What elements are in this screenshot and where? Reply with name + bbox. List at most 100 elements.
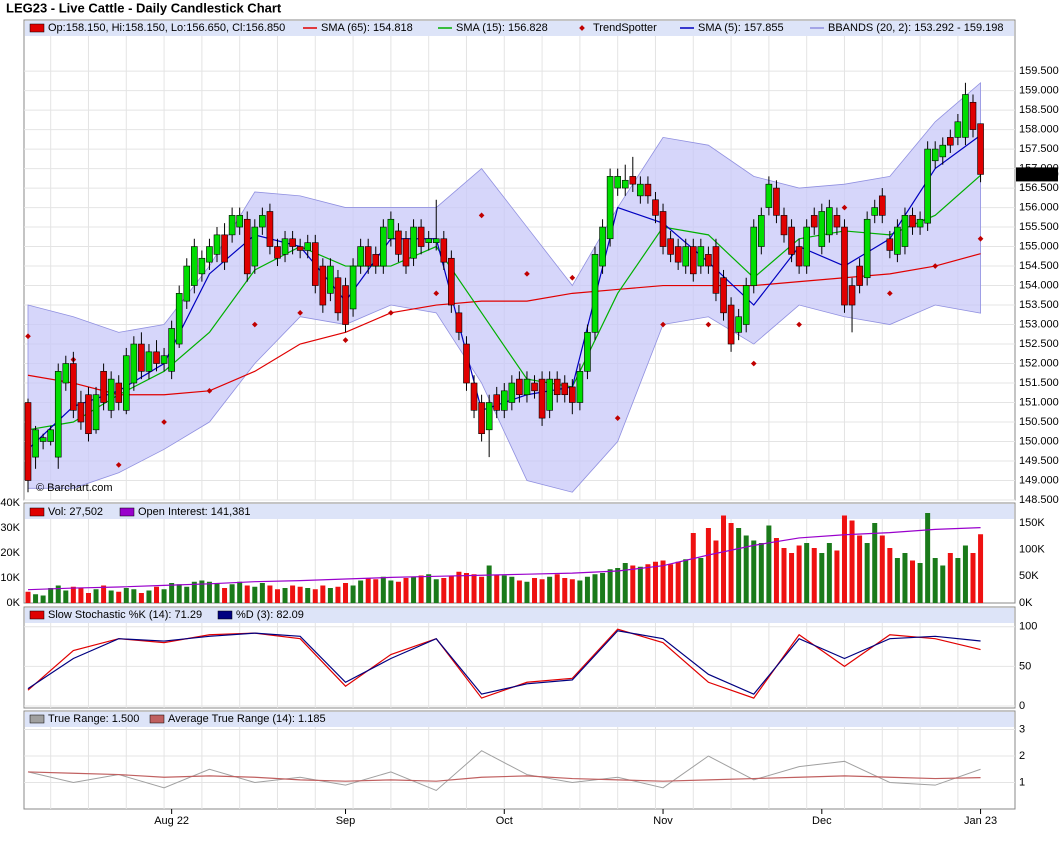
y-tick-label: 157.500: [1019, 143, 1059, 155]
trendspotter-dot: [342, 337, 349, 343]
candle-body: [198, 257, 206, 275]
trendspotter-dot: [569, 274, 576, 281]
candle-body: [39, 437, 47, 442]
volume-bar: [539, 579, 545, 603]
volume-bar: [819, 553, 825, 603]
volume-bar: [335, 586, 341, 603]
candle-body: [160, 355, 168, 364]
candle-body: [531, 382, 538, 392]
candle-body: [221, 234, 228, 263]
candle-body: [689, 246, 697, 275]
y-tick-label: 10K: [0, 572, 20, 584]
volume-bar: [274, 589, 280, 603]
volume-bar: [199, 580, 205, 603]
candle-body: [780, 215, 788, 236]
volume-bar: [426, 574, 432, 603]
line: [27, 771, 981, 782]
candle-body: [387, 218, 395, 240]
candle-body: [206, 246, 213, 263]
candle-body: [659, 211, 667, 247]
y-tick-label: 20K: [0, 547, 20, 559]
legend-bar: [25, 608, 1014, 623]
volume-bar: [970, 553, 976, 603]
candle-body: [274, 246, 281, 259]
candle-body: [213, 234, 221, 255]
volume-bar: [486, 565, 492, 603]
volume-bar: [395, 581, 401, 603]
candle-body: [130, 343, 138, 384]
candle-body: [546, 378, 553, 411]
candle-body: [236, 215, 243, 228]
legend-label: BBANDS (20, 2): 153.292 - 159.198: [828, 22, 1004, 34]
volume-bar: [766, 525, 772, 603]
y-tick-label: 40K: [0, 497, 20, 509]
trendspotter-dot: [796, 321, 802, 328]
candle-body: [916, 218, 924, 228]
volume-bar: [229, 584, 235, 603]
legend-swatch: [579, 25, 585, 31]
volume-bar: [668, 564, 674, 603]
candle-body: [327, 265, 334, 294]
y-tick-label: 149.500: [1019, 455, 1059, 467]
candle-body: [742, 285, 750, 325]
candle-body: [251, 226, 259, 267]
watermark: © Barchart.com: [36, 482, 113, 494]
volume-bar: [365, 578, 371, 603]
volume-bar: [872, 523, 878, 603]
y-tick-label: 158.500: [1019, 104, 1059, 116]
candle-body: [145, 351, 153, 372]
bbands-area: [27, 81, 981, 493]
volume-bar: [418, 575, 424, 603]
candle-body: [629, 176, 637, 185]
volume-bar: [600, 573, 606, 603]
trendspotter-dot: [388, 310, 394, 316]
trendspotter-dot: [932, 263, 939, 269]
legend-swatch: [217, 610, 233, 620]
candle-body: [803, 226, 810, 267]
candle-body: [32, 429, 39, 458]
volume-bar: [146, 590, 152, 603]
y-tick-label: 50: [1019, 660, 1031, 672]
candle-body: [47, 429, 54, 442]
volume-bar: [675, 561, 681, 603]
volume-bar: [925, 513, 931, 603]
volume-bar: [448, 575, 454, 603]
candle-body: [697, 246, 705, 267]
candle-body: [364, 246, 372, 267]
panel: [23, 606, 1016, 709]
volume-bar: [879, 535, 885, 603]
candle-body: [304, 242, 312, 251]
candle-body: [380, 226, 387, 267]
volume-bar: [494, 575, 500, 603]
volume-bar: [751, 540, 757, 603]
volume-bar: [690, 533, 696, 603]
volume-bar: [743, 535, 749, 603]
volume-bar: [388, 580, 394, 603]
volume-bar: [962, 545, 968, 603]
y-tick-label: 153.500: [1019, 299, 1059, 311]
candle-body: [107, 378, 115, 411]
volume-bar: [645, 564, 651, 603]
y-tick-label: 50K: [1019, 570, 1039, 582]
volume-bar: [237, 581, 243, 603]
x-tick-label: Aug 22: [154, 815, 189, 827]
candle-body: [856, 265, 863, 286]
trendspotter-dot: [433, 290, 440, 297]
candle-body: [773, 187, 780, 216]
volume-bar: [259, 583, 265, 603]
candle-body: [720, 277, 727, 314]
legend-label: %D (3): 82.09: [236, 609, 304, 621]
candle-body: [947, 137, 954, 146]
legend-label: Op:158.150, Hi:158.150, Lo:156.650, Cl:1…: [48, 22, 285, 34]
last-price-label: 156.850: [1019, 168, 1059, 180]
legend-swatch: [29, 507, 45, 517]
last-price-box: [1016, 167, 1058, 182]
legend-label: True Range: 1.500: [48, 713, 139, 725]
candle-body: [485, 402, 493, 431]
candle-body: [319, 265, 327, 306]
candle-body: [637, 183, 644, 197]
y-tick-label: 159.000: [1019, 84, 1059, 96]
y-tick-label: 100K: [1019, 544, 1045, 556]
trendspotter-dot: [705, 321, 712, 328]
